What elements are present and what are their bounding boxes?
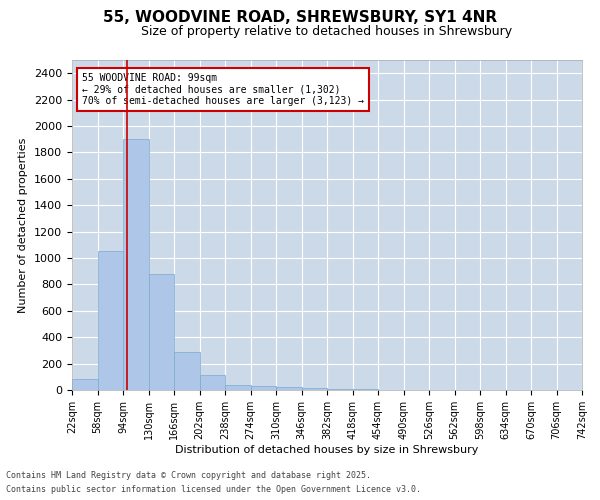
Bar <box>327 388 353 390</box>
Bar <box>123 139 149 390</box>
Bar <box>199 376 225 390</box>
Title: Size of property relative to detached houses in Shrewsbury: Size of property relative to detached ho… <box>142 25 512 38</box>
Bar <box>149 274 174 390</box>
Bar <box>276 386 302 390</box>
Text: 55, WOODVINE ROAD, SHREWSBURY, SY1 4NR: 55, WOODVINE ROAD, SHREWSBURY, SY1 4NR <box>103 10 497 25</box>
Bar <box>251 386 276 390</box>
Text: Contains HM Land Registry data © Crown copyright and database right 2025.: Contains HM Land Registry data © Crown c… <box>6 470 371 480</box>
Bar <box>302 388 327 390</box>
Bar <box>97 252 123 390</box>
Bar <box>174 352 199 390</box>
X-axis label: Distribution of detached houses by size in Shrewsbury: Distribution of detached houses by size … <box>175 444 479 454</box>
Bar <box>72 380 97 390</box>
Bar <box>225 384 251 390</box>
Y-axis label: Number of detached properties: Number of detached properties <box>19 138 28 312</box>
Text: Contains public sector information licensed under the Open Government Licence v3: Contains public sector information licen… <box>6 486 421 494</box>
Text: 55 WOODVINE ROAD: 99sqm
← 29% of detached houses are smaller (1,302)
70% of semi: 55 WOODVINE ROAD: 99sqm ← 29% of detache… <box>82 73 364 106</box>
